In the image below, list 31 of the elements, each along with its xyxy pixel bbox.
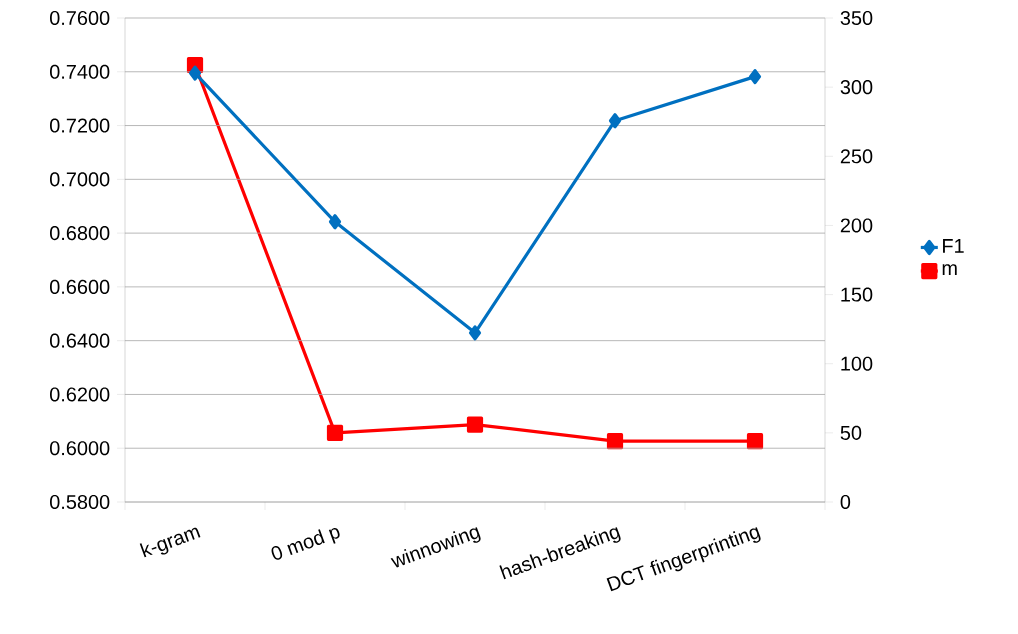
point	[468, 325, 482, 341]
legend-label: m	[942, 264, 957, 275]
y2-tick-label: 350	[840, 10, 873, 26]
y-tick-label: 0.6000	[50, 441, 110, 456]
y-tick-label: 0.7000	[50, 172, 110, 187]
point	[328, 214, 342, 230]
y-tick-label: 0.5800	[50, 494, 110, 510]
y2-tick-label: 200	[840, 218, 873, 233]
y2-tick-label: 300	[840, 80, 873, 95]
y2-tick-label: 50	[840, 425, 862, 440]
x-tick-label: 0 mod p	[271, 527, 340, 560]
y2-tick-label: 250	[840, 149, 873, 164]
y-tick-label: 0.6400	[50, 333, 110, 348]
y-tick-label: 0.6200	[50, 387, 110, 402]
x-tick-label: k-gram	[139, 527, 201, 558]
y-tick-label: 0.7400	[50, 64, 110, 79]
point	[466, 416, 484, 433]
point	[746, 433, 764, 450]
legend-label: F1	[943, 239, 964, 253]
y2-tick-label: 150	[841, 287, 873, 302]
y-tick-label: 0.6600	[50, 279, 110, 294]
y-tick-label: 0.6800	[50, 226, 110, 241]
point	[748, 69, 762, 85]
y2-tick-label: 0	[840, 494, 851, 510]
y-tick-label: 0.7600	[50, 10, 110, 26]
point	[606, 433, 624, 450]
y2-tick-label: 100	[841, 356, 873, 371]
point	[608, 113, 622, 129]
point	[188, 65, 202, 81]
y-tick-label: 0.7200	[50, 118, 110, 133]
point	[326, 424, 344, 441]
